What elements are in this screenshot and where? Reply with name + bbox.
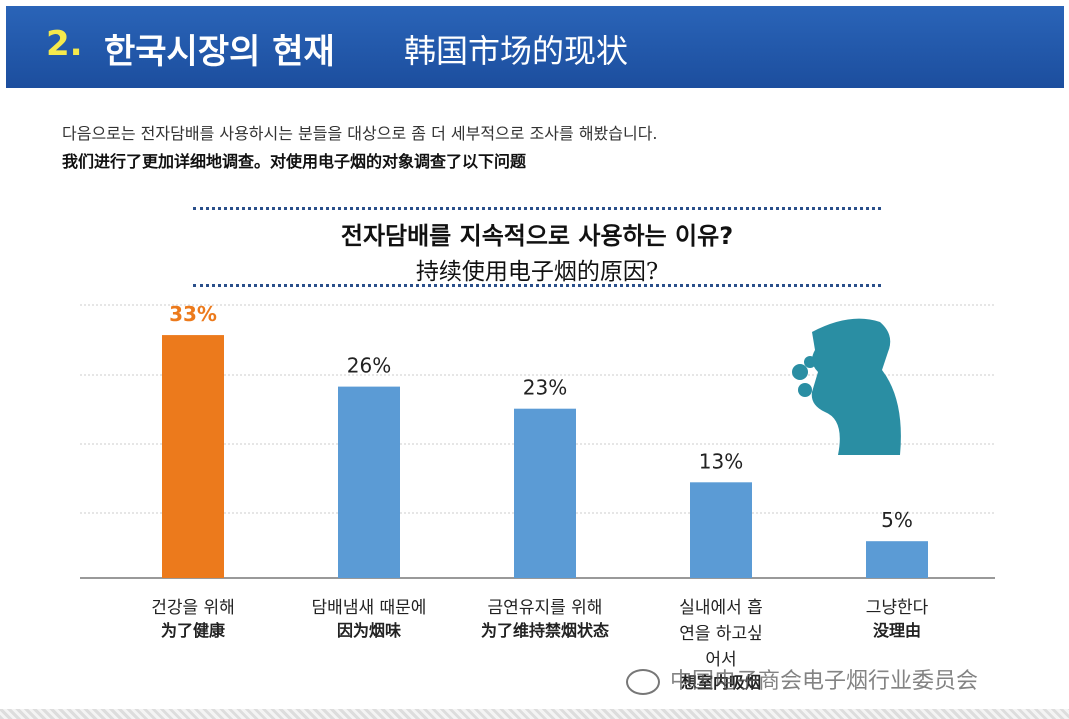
chart-title: 전자담배를 지속적으로 사용하는 이유? <box>340 222 734 250</box>
category-label: 실내에서 흡연을 하고싶어서 想室内吸烟 <box>636 595 806 693</box>
header-title-ko: 한국시장의 현재 <box>104 32 335 72</box>
watermark: 中国电子商会电子烟行业委员会 <box>626 663 978 695</box>
value-label: 33% <box>169 302 217 326</box>
intro-zh: 我们进行了更加详细地调查。对使用电子烟的对象调查了以下问题 <box>62 152 527 171</box>
bar <box>866 541 928 578</box>
bar <box>338 386 400 578</box>
value-label: 13% <box>699 449 743 473</box>
divider <box>193 284 881 287</box>
category-label-ko: 담배냄새 때문에 <box>311 598 427 618</box>
value-label: 23% <box>523 376 567 400</box>
category-label-zh: 因为烟味 <box>336 621 401 640</box>
category-label: 건강을 위해 为了健康 <box>108 595 278 641</box>
chart-subtitle: 持续使用电子烟的原因? <box>415 259 659 285</box>
category-label: 담배냄새 때문에 因为烟味 <box>284 595 454 641</box>
value-label: 26% <box>347 354 391 378</box>
category-label-ko: 실내에서 흡연을 하고싶어서 <box>679 598 763 670</box>
header-title-zh: 韩国市场的现状 <box>404 32 629 70</box>
category-label-ko: 그냥한다 <box>865 598 929 618</box>
category-label-zh: 没理由 <box>872 621 921 640</box>
footer-strip <box>0 709 1069 719</box>
divider <box>193 207 881 210</box>
category-label: 그냥한다 没理由 <box>812 595 982 641</box>
watermark-text: 中国电子商会电子烟行业委员会 <box>670 669 979 694</box>
category-label-ko: 건강을 위해 <box>151 598 235 618</box>
category-label-zh: 想室内吸烟 <box>680 673 761 692</box>
value-label: 5% <box>881 508 913 532</box>
category-label-zh: 为了健康 <box>160 621 225 640</box>
bar <box>162 335 224 578</box>
header-bar: 2. 한국시장의 현재 韩国市场的现状 <box>6 6 1064 88</box>
bar <box>514 408 576 578</box>
category-label: 금연유지를 위해 为了维持禁烟状态 <box>460 595 630 641</box>
category-label-ko: 금연유지를 위해 <box>487 598 603 618</box>
category-label-zh: 为了维持禁烟状态 <box>480 621 609 640</box>
bar <box>690 482 752 578</box>
header-number: 2. <box>46 24 83 64</box>
smoker-icon <box>792 318 901 455</box>
intro-ko: 다음으로는 전자담배를 사용하시는 분들을 대상으로 좀 더 세부적으로 조사를… <box>62 124 658 143</box>
